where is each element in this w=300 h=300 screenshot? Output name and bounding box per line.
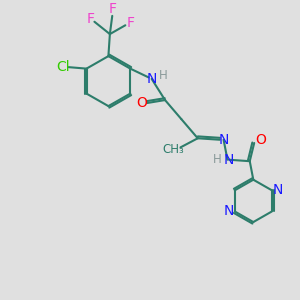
Text: F: F [127,16,135,30]
Text: N: N [224,153,234,167]
Text: H: H [159,70,167,83]
Text: F: F [87,12,95,26]
Text: N: N [218,133,229,147]
Text: O: O [137,96,148,110]
Text: N: N [146,72,157,86]
Text: H: H [213,153,221,166]
Text: CH₃: CH₃ [163,143,184,156]
Text: N: N [273,183,283,197]
Text: O: O [255,133,266,147]
Text: Cl: Cl [56,60,70,74]
Text: F: F [108,2,116,16]
Text: N: N [224,205,234,218]
